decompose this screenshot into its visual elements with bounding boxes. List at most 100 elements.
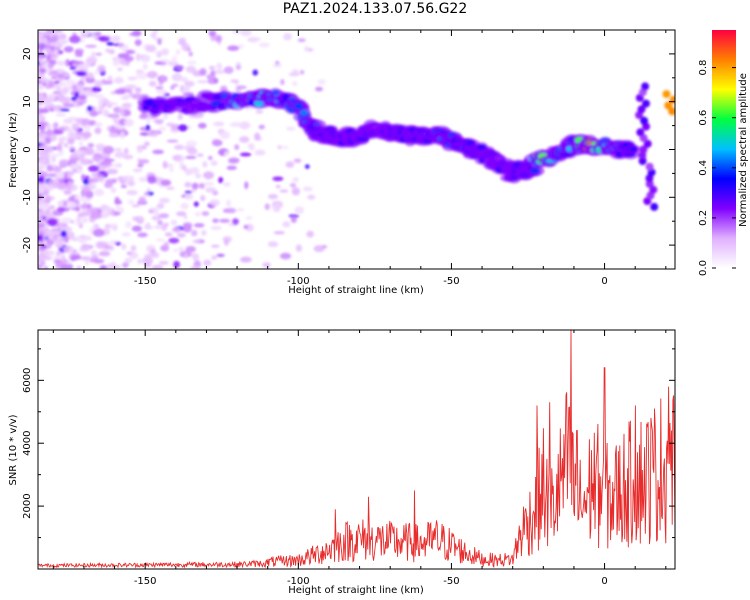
spectrogram-noise-blob <box>201 211 210 217</box>
spectrogram-noise-blob <box>262 262 271 268</box>
spectrogram-noise-blob <box>156 203 165 209</box>
spectrogram-noise-blob <box>175 65 185 70</box>
spectrogram-noise-blob <box>125 49 136 55</box>
spectrogram-noise-blob <box>203 182 215 186</box>
spectrogram-noise-blob <box>112 117 118 124</box>
spectrogram-noise-blob <box>95 52 103 56</box>
spectrogram-noise-blob <box>42 156 47 162</box>
spectrogram-noise-blob <box>191 182 199 190</box>
spectrogram-noise-blob <box>180 85 185 93</box>
spectrogram-noise-blob <box>78 141 83 147</box>
spectrogram-noise-blob <box>214 35 223 42</box>
spectrogram-noise-blob <box>190 229 198 237</box>
spectrogram-noise-blob <box>185 65 196 73</box>
spectrogram-noise-blob <box>218 176 224 184</box>
spectrogram-noise-blob <box>160 58 170 63</box>
spectrogram-noise-blob <box>57 73 65 78</box>
spectrogram-noise-blob <box>236 208 245 212</box>
spectrogram-noise-blob <box>136 72 148 80</box>
spectrogram-noise-blob <box>75 136 82 140</box>
spectrogram-noise-blob <box>47 80 55 88</box>
spectrogram-noise-blob <box>41 150 48 158</box>
spectrogram-noise-blob <box>57 38 68 45</box>
y-tick-label: 4000 <box>22 430 33 455</box>
spectrogram-noise-blob <box>239 136 250 143</box>
spectrogram-noise-blob <box>47 173 59 178</box>
spectrogram-noise-blob <box>82 217 88 224</box>
spectrogram-noise-blob <box>219 218 231 223</box>
spectrogram-noise-blob <box>70 254 82 261</box>
spectrogram-noise-blob <box>234 144 240 151</box>
y-tick-label: 10 <box>22 95 33 108</box>
spectrogram-noise-blob <box>91 172 101 178</box>
spectrogram-noise-blob <box>85 190 94 199</box>
spectrogram-noise-blob <box>302 186 313 192</box>
spectrogram-noise-blob <box>264 203 270 210</box>
spectrogram-noise-blob <box>45 196 51 203</box>
spectrogram-noise-blob <box>108 133 120 138</box>
x-tick-label: -100 <box>287 276 310 287</box>
spectrogram-noise-blob <box>125 84 135 90</box>
spectrogram-noise-blob <box>106 263 117 269</box>
spectrogram-noise-blob <box>105 211 115 216</box>
spectrogram-noise-blob <box>122 262 129 268</box>
spectrogram-noise-blob <box>85 259 89 266</box>
spectrogram-noise-blob <box>129 252 139 260</box>
spectrogram-noise-blob <box>149 207 159 211</box>
spectrogram-noise-blob <box>87 72 94 79</box>
spectrogram-noise-blob <box>145 124 150 131</box>
spectrogram-noise-blob <box>114 199 123 205</box>
spectrogram-feature-blob <box>642 99 650 108</box>
spectrogram-noise-blob <box>48 205 55 210</box>
spectrogram-noise-blob <box>110 187 117 194</box>
spectrogram-noise-blob <box>283 33 292 41</box>
spectrogram-noise-blob <box>112 60 120 67</box>
x-tick-label: -150 <box>134 576 157 587</box>
spectrogram-noise-blob <box>304 164 310 169</box>
spectrogram-noise-blob <box>67 180 74 187</box>
spectrogram-feature-blob <box>645 162 654 171</box>
spectrogram-noise-blob <box>50 133 58 141</box>
spectrogram-noise-blob <box>83 124 91 131</box>
spectrogram-noise-blob <box>38 175 45 183</box>
spectrogram-noise-blob <box>88 143 95 148</box>
spectrogram-noise-blob <box>46 239 54 246</box>
spectrogram-noise-blob <box>84 175 90 180</box>
spectrogram-noise-blob <box>210 160 218 166</box>
spectrogram-noise-blob <box>99 265 108 269</box>
spectrogram-noise-blob <box>175 49 181 55</box>
x-tick-label: -50 <box>443 276 459 287</box>
spectrogram-noise-blob <box>193 223 205 228</box>
spectrogram-noise-blob <box>258 124 265 130</box>
spectrogram-noise-blob <box>137 232 148 238</box>
spectrogram-noise-blob <box>286 126 296 131</box>
colorbar-tick-label: 0.8 <box>698 60 709 76</box>
spectrogram-noise-blob <box>279 189 289 193</box>
spectrogram-noise-blob <box>45 54 52 61</box>
spectrogram-noise-blob <box>121 232 131 237</box>
spectrogram-noise-blob <box>119 131 125 140</box>
spectrogram-noise-blob <box>68 35 81 44</box>
spectrogram-noise-blob <box>52 256 62 260</box>
snr-y-axis: 2000 4000 6000 <box>22 348 675 539</box>
snr-panel: -150 -100 -50 0 2000 4000 6000 Height of stra… <box>8 329 676 596</box>
spectrogram-noise-blob <box>150 248 156 255</box>
spectrogram-noise-blob <box>88 165 100 173</box>
spectrogram-noise-blob <box>46 145 54 153</box>
x-tick-label: -100 <box>287 576 310 587</box>
spectrogram-noise-blob <box>161 48 169 56</box>
spectrogram-noise-blob <box>166 186 175 190</box>
spectrogram-noise-blob <box>78 83 84 90</box>
spectrogram-noise-blob <box>114 76 124 84</box>
spectrogram-noise-blob <box>39 202 50 210</box>
spectrogram-noise-blob <box>61 254 66 261</box>
spectrogram-noise-blob <box>38 68 47 73</box>
spectrogram-noise-blob <box>115 241 122 246</box>
spectrogram-noise-blob <box>163 241 170 248</box>
spectrogram-noise-blob <box>39 108 49 114</box>
spectrogram-noise-blob <box>209 199 220 207</box>
spectrogram-noise-blob <box>127 76 138 81</box>
spectrogram-noise-blob <box>169 167 174 173</box>
spectrogram-noise-blob <box>124 55 134 62</box>
spectrogram-noise-blob <box>235 61 241 66</box>
